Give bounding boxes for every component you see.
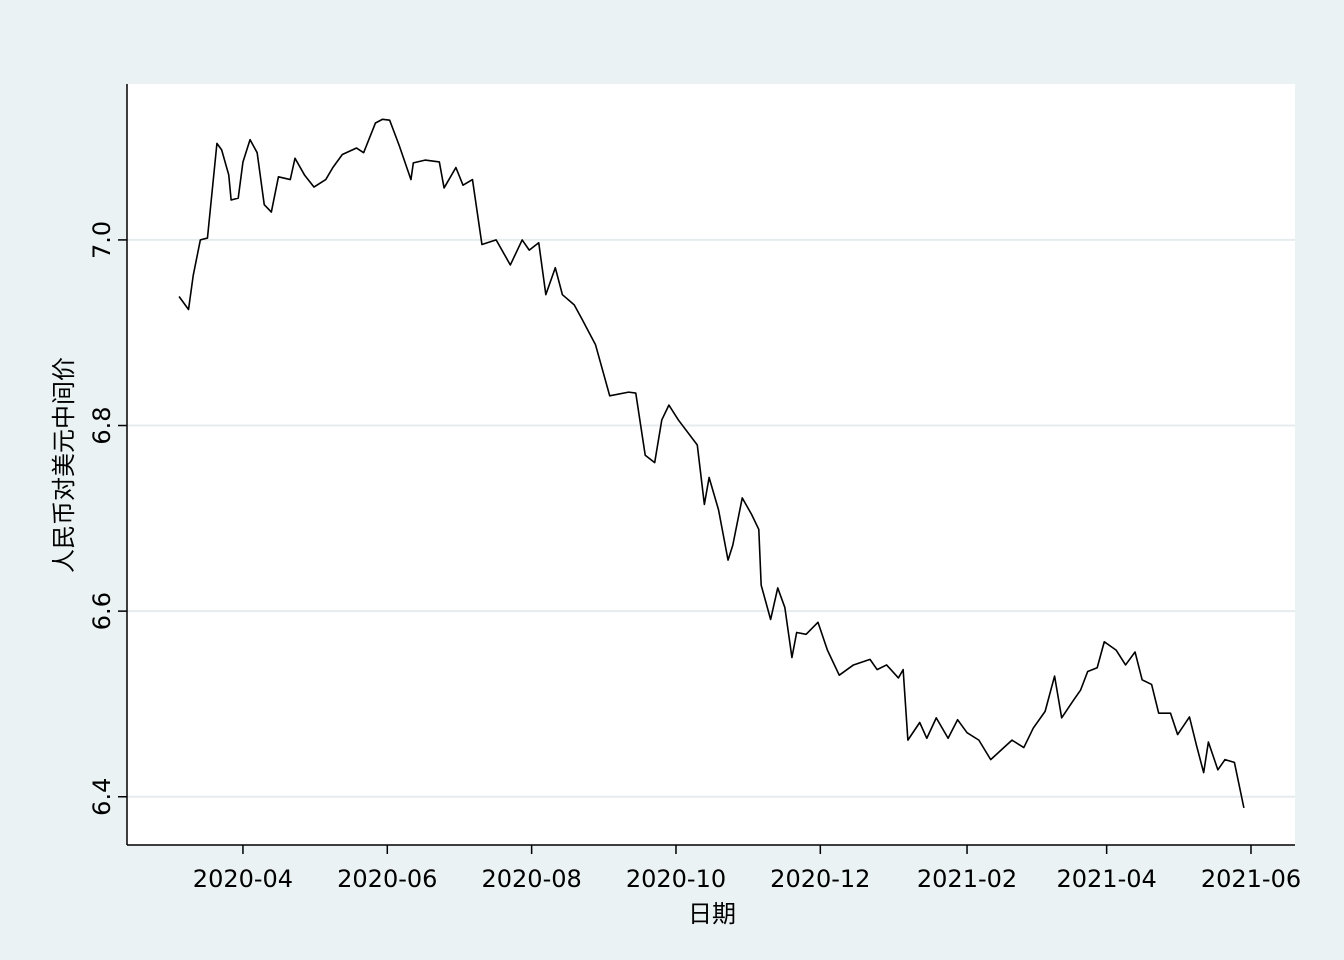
x-tick-label: 2021-02 [917, 865, 1017, 893]
x-tick-label: 2020-12 [770, 865, 870, 893]
x-tick-label: 2020-10 [626, 865, 726, 893]
x-tick-label: 2021-04 [1057, 865, 1157, 893]
x-tick-label: 2020-08 [481, 865, 581, 893]
line-series [178, 118, 1245, 809]
y-tick-label: 6.6 [88, 592, 116, 630]
plot-area [127, 84, 1295, 845]
y-axis-label: 人民币对美元中间价 [50, 357, 78, 573]
x-tick-label: 2021-06 [1201, 865, 1301, 893]
x-axis-label: 日期 [688, 900, 736, 928]
y-tick-label: 7.0 [88, 221, 116, 259]
x-tick-label: 2020-06 [337, 865, 437, 893]
x-tick-label: 2020-04 [193, 865, 293, 893]
y-tick-label: 6.8 [88, 406, 116, 444]
y-tick-label: 6.4 [88, 778, 116, 816]
